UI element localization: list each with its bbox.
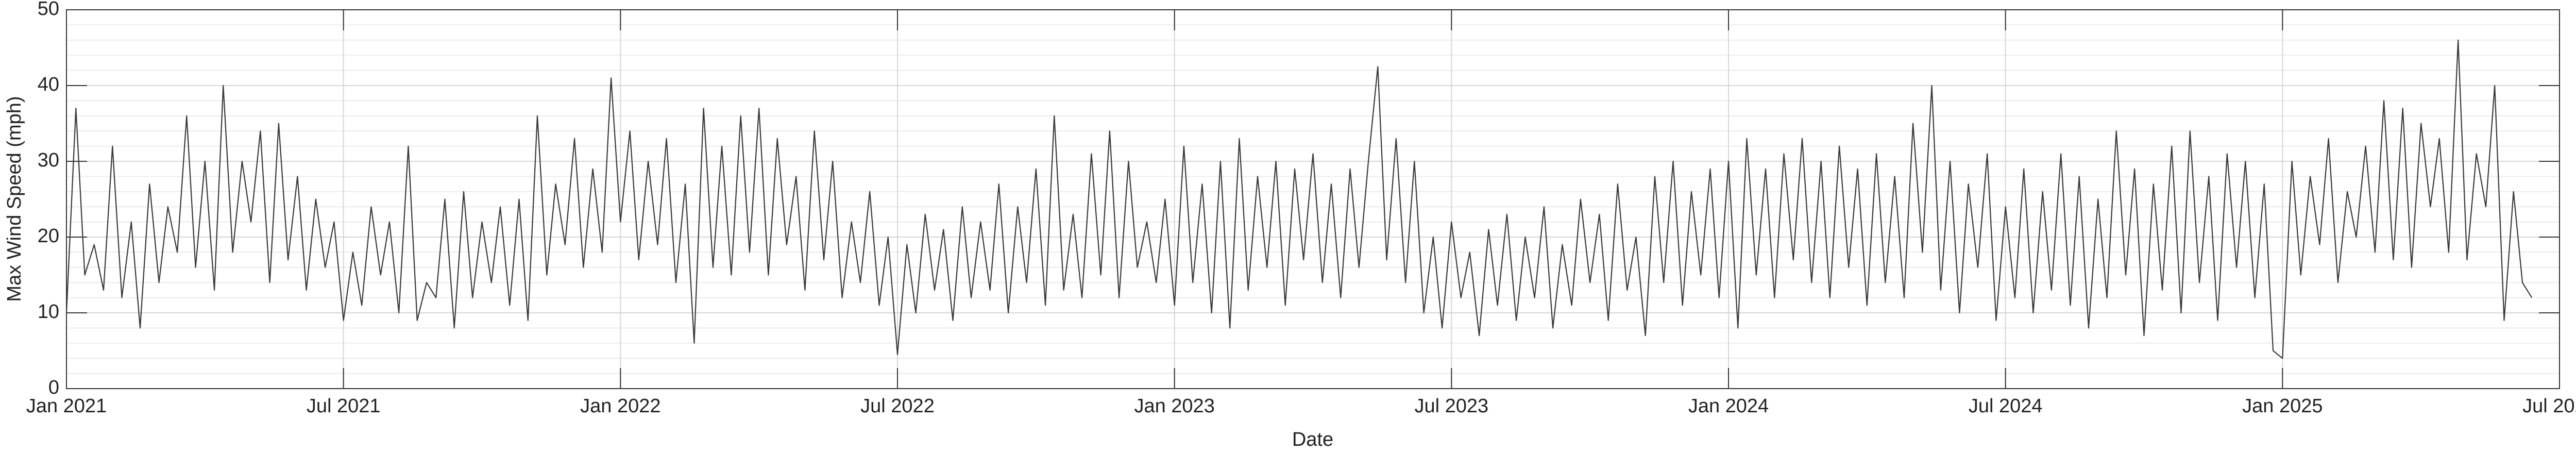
- x-tick-label: Jan 2024: [1688, 395, 1769, 417]
- y-tick-label: 30: [38, 149, 59, 171]
- y-tick-label: 50: [38, 0, 59, 20]
- x-tick-label: Jul 2023: [1414, 395, 1488, 417]
- y-tick-label: 10: [38, 301, 59, 323]
- x-tick-label: Jul 2025: [2522, 395, 2576, 417]
- x-tick-label: Jan 2025: [2242, 395, 2323, 417]
- x-tick-label: Jan 2021: [26, 395, 107, 417]
- x-axis-label: Date: [1292, 429, 1333, 450]
- y-axis-label: Max Wind Speed (mph): [4, 96, 25, 302]
- plot-frame: [66, 9, 2560, 389]
- x-tick-label: Jan 2022: [580, 395, 660, 417]
- y-tick-label: 20: [38, 225, 59, 247]
- data-line: [65, 39, 2533, 359]
- y-tick-label: 0: [48, 377, 59, 398]
- x-tick-label: Jul 2022: [860, 395, 935, 417]
- y-tick-label: 40: [38, 74, 59, 95]
- x-tick-label: Jul 2021: [307, 395, 381, 417]
- x-tick-label: Jan 2023: [1134, 395, 1214, 417]
- x-tick-label: Jul 2024: [1969, 395, 2043, 417]
